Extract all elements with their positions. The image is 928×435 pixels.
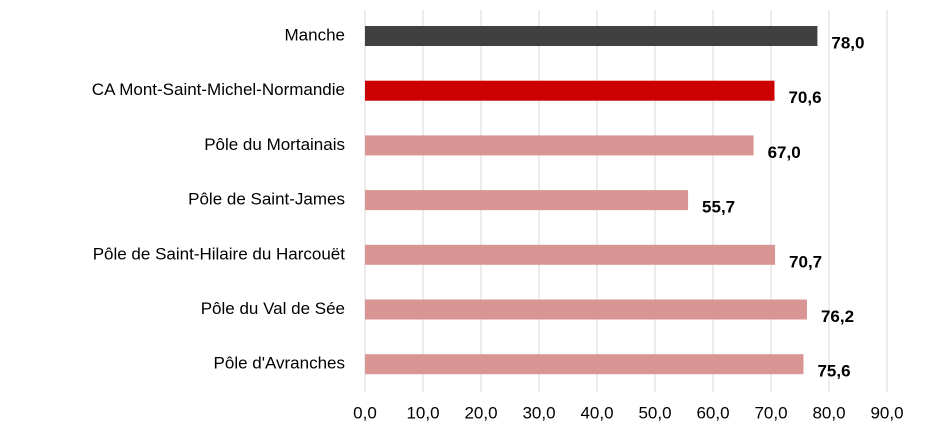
value-label: 55,7 (702, 198, 735, 217)
x-tick-label: 10,0 (406, 403, 439, 422)
x-tick-label: 60,0 (696, 403, 729, 422)
x-tick-label: 70,0 (754, 403, 787, 422)
x-tick-label: 90,0 (870, 403, 903, 422)
x-tick-label: 40,0 (580, 403, 613, 422)
bar (365, 190, 689, 211)
bar (365, 26, 818, 46)
bar (365, 80, 775, 101)
bar (365, 299, 807, 320)
value-label: 70,6 (788, 88, 821, 107)
x-tick-label: 30,0 (522, 403, 555, 422)
bar (365, 354, 804, 375)
x-tick-label: 50,0 (638, 403, 671, 422)
y-tick-label: Pôle du Val de Sée (201, 299, 345, 318)
y-tick-label: Manche (285, 25, 345, 44)
x-tick-label: 0,0 (353, 403, 377, 422)
y-tick-label: Pôle du Mortainais (204, 135, 345, 154)
value-label: 70,7 (789, 252, 822, 271)
value-label: 76,2 (821, 307, 854, 326)
y-tick-label: Pôle d'Avranches (214, 354, 345, 373)
y-tick-label: Pôle de Saint-James (188, 190, 345, 209)
value-label: 67,0 (768, 143, 801, 162)
bar (365, 244, 776, 265)
y-tick-label: Pôle de Saint-Hilaire du Harcouët (93, 244, 346, 263)
value-label: 75,6 (817, 362, 850, 381)
x-tick-label: 80,0 (812, 403, 845, 422)
bar (365, 135, 754, 156)
y-tick-label: CA Mont-Saint-Michel-Normandie (92, 80, 345, 99)
x-tick-label: 20,0 (464, 403, 497, 422)
value-label: 78,0 (831, 33, 864, 52)
